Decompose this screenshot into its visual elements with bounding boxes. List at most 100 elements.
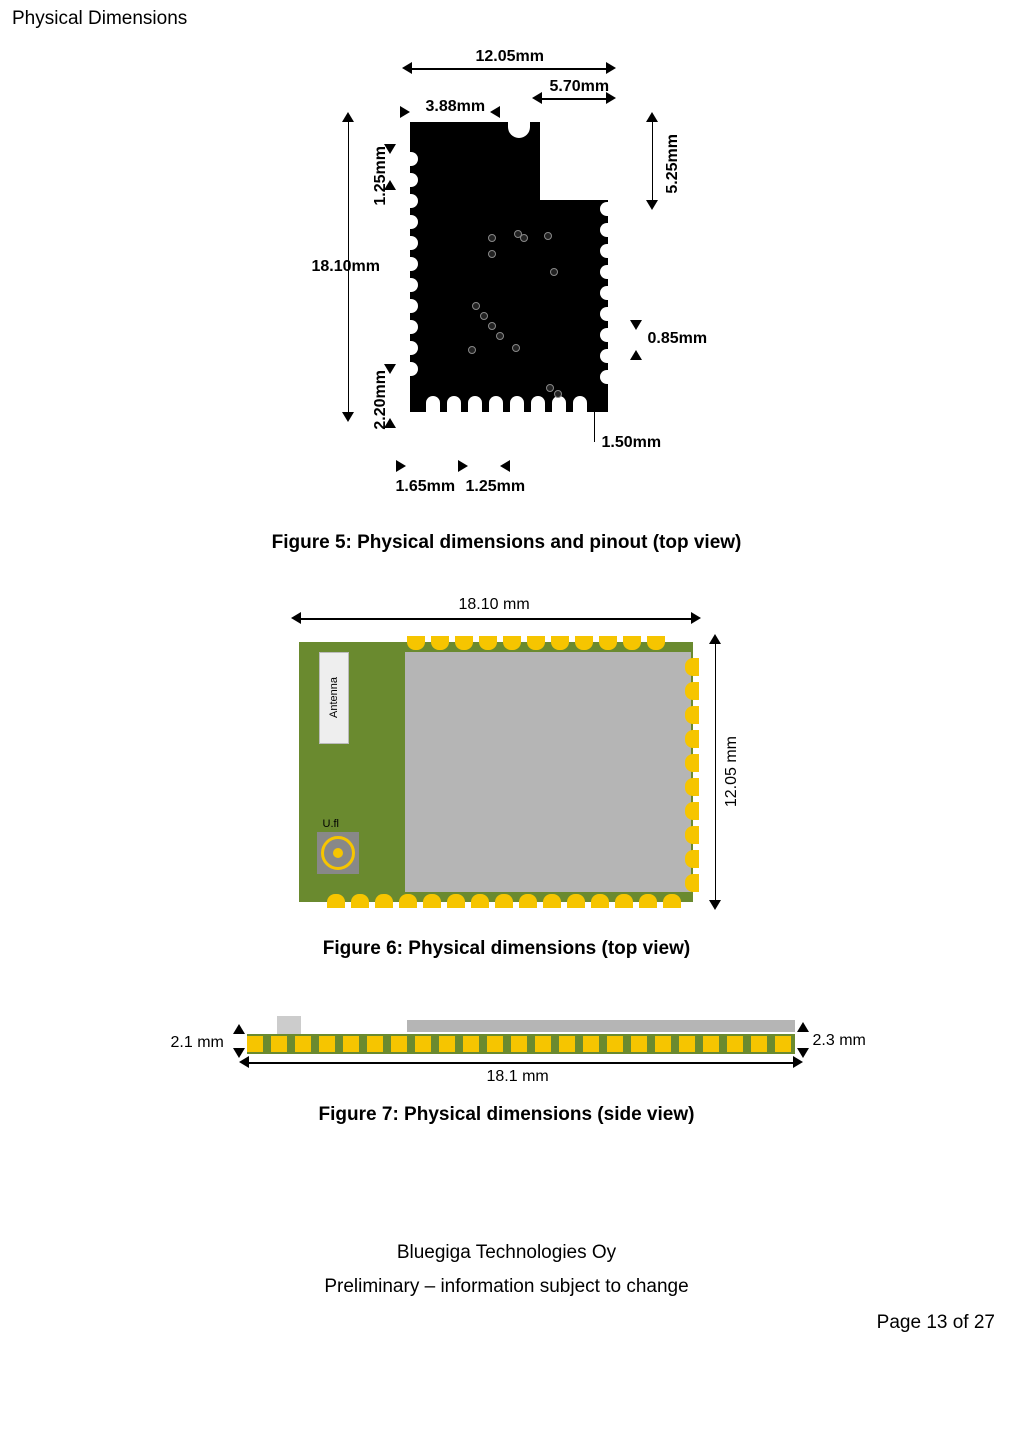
dim-width-top: 12.05mm	[476, 48, 545, 66]
via	[480, 312, 488, 320]
pad	[600, 202, 616, 216]
via	[512, 344, 520, 352]
pad	[247, 1036, 263, 1052]
dim-cutout-w: 5.70mm	[550, 78, 610, 96]
pad	[631, 1036, 647, 1052]
pad	[573, 396, 587, 412]
pad	[402, 320, 418, 334]
chip-antenna: Antenna	[319, 652, 349, 744]
pad	[503, 636, 521, 650]
pad	[295, 1036, 311, 1052]
pad	[519, 894, 537, 908]
dim-cutout-h: 5.25mm	[664, 134, 682, 194]
pad	[375, 894, 393, 908]
pad	[685, 730, 699, 748]
ufl-label: U.fl	[323, 818, 340, 830]
pad	[615, 894, 633, 908]
pad	[367, 1036, 383, 1052]
pad	[402, 362, 418, 376]
dim-bot-pad-w: 1.50mm	[602, 434, 662, 452]
antenna-cutout	[540, 122, 608, 200]
via	[488, 234, 496, 242]
pad	[685, 802, 699, 820]
figure-7-caption: Figure 7: Physical dimensions (side view…	[12, 1104, 1001, 1126]
dim-fig6-width: 18.10 mm	[459, 596, 530, 614]
pad	[623, 636, 641, 650]
pad	[402, 152, 418, 166]
dim-pad-pitch-left: 1.25mm	[372, 146, 390, 206]
pad	[600, 307, 616, 321]
side-shield	[407, 1020, 795, 1032]
pad	[685, 874, 699, 892]
pad	[423, 894, 441, 908]
pad	[583, 1036, 599, 1052]
figure-5-drawing: 12.05mm 5.70mm 3.88mm 18.10mm 1.25mm 2.2…	[292, 54, 722, 514]
pad	[447, 396, 461, 412]
pad	[351, 894, 369, 908]
via	[488, 250, 496, 258]
pad	[600, 328, 616, 342]
pad	[489, 396, 503, 412]
dim-fig7-righth: 2.3 mm	[813, 1032, 866, 1050]
pad	[552, 396, 566, 412]
pad	[685, 706, 699, 724]
dim-bot-pitch: 1.25mm	[466, 478, 526, 496]
pad	[487, 1036, 503, 1052]
pad	[327, 894, 345, 908]
dim-fig6-height: 12.05 mm	[723, 736, 741, 807]
pad	[402, 236, 418, 250]
pad	[639, 894, 657, 908]
pad	[431, 636, 449, 650]
pad	[551, 636, 569, 650]
pad	[655, 1036, 671, 1052]
via	[554, 390, 562, 398]
via	[546, 384, 554, 392]
pad	[647, 636, 665, 650]
pad	[663, 894, 681, 908]
side-chip	[277, 1016, 301, 1034]
pad	[559, 1036, 575, 1052]
pad	[402, 299, 418, 313]
pad	[600, 370, 616, 384]
via	[520, 234, 528, 242]
figure-5-caption: Figure 5: Physical dimensions and pinout…	[12, 532, 1001, 554]
pad	[600, 265, 616, 279]
pad	[399, 894, 417, 908]
page-number: Page 13 of 27	[877, 1312, 995, 1334]
dim-fig7-lefth: 2.1 mm	[171, 1034, 224, 1052]
pad	[727, 1036, 743, 1052]
figure-7-drawing: 2.1 mm 2.3 mm 18.1 mm	[157, 1006, 857, 1086]
pad	[685, 754, 699, 772]
via	[496, 332, 504, 340]
via	[472, 302, 480, 310]
pad	[495, 894, 513, 908]
pad	[685, 826, 699, 844]
dim-height: 18.10mm	[312, 258, 381, 276]
pad	[402, 173, 418, 187]
pad	[426, 396, 440, 412]
pad	[402, 257, 418, 271]
pad	[703, 1036, 719, 1052]
dim-line	[410, 68, 608, 70]
pad	[402, 278, 418, 292]
pad	[319, 1036, 335, 1052]
via	[550, 268, 558, 276]
pad	[600, 286, 616, 300]
pad	[679, 1036, 695, 1052]
pad	[685, 658, 699, 676]
ufl-center	[333, 848, 343, 858]
pad	[463, 1036, 479, 1052]
pad	[455, 636, 473, 650]
footer-company: Bluegiga Technologies Oy	[12, 1236, 1001, 1270]
pad	[471, 894, 489, 908]
pad	[685, 850, 699, 868]
dim-feed-offset: 3.88mm	[426, 98, 486, 116]
pad	[600, 349, 616, 363]
pad	[685, 778, 699, 796]
pad	[751, 1036, 767, 1052]
pad	[479, 636, 497, 650]
pad	[511, 1036, 527, 1052]
pad	[527, 636, 545, 650]
pad	[567, 894, 585, 908]
section-title: Physical Dimensions	[12, 8, 1001, 30]
